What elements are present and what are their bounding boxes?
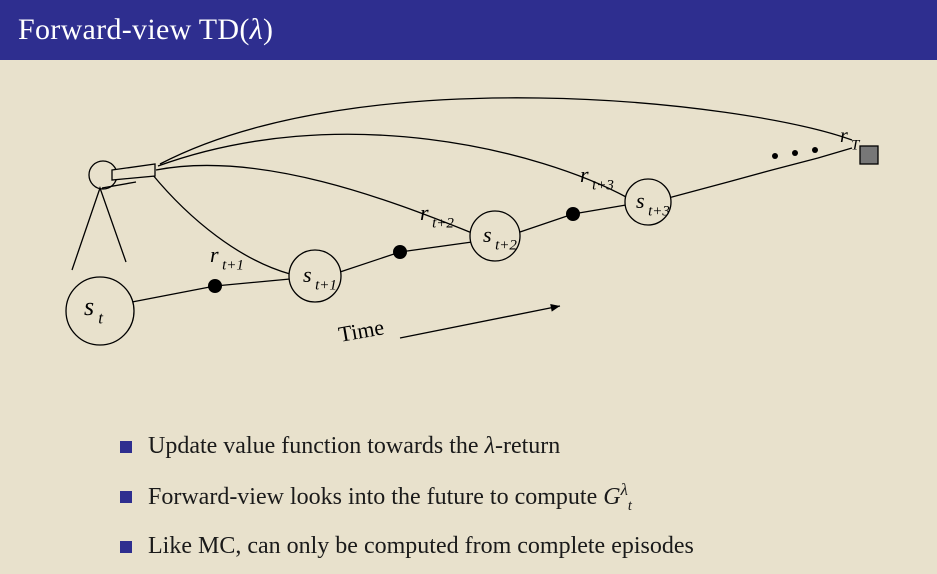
bullet-item: Update value function towards the λ-retu… (120, 424, 694, 470)
bullet-list: Update value function towards the λ-retu… (120, 420, 694, 574)
svg-text:s: s (303, 262, 312, 287)
slide-header: Forward-view TD( λ ) (0, 0, 937, 60)
svg-text:r: r (210, 242, 219, 267)
svg-text:t+1: t+1 (222, 258, 244, 274)
forward-view-diagram: strt+1st+1rt+2st+2rt+3st+3rTTime (40, 90, 900, 370)
svg-text:r: r (420, 200, 429, 225)
svg-text:t+2: t+2 (495, 238, 517, 254)
bullet-text: Update value function towards the λ-retu… (148, 424, 560, 470)
bullet-marker (120, 491, 132, 503)
bullet-item: Like MC, can only be computed from compl… (120, 524, 694, 570)
svg-text:t+2: t+2 (432, 216, 454, 232)
svg-text:s: s (84, 292, 94, 321)
title-pre: Forward-view TD( (18, 13, 250, 47)
bullet-marker (120, 441, 132, 453)
svg-text:s: s (483, 222, 492, 247)
slide-body: strt+1st+1rt+2st+2rt+3st+3rTTime Update … (0, 60, 937, 574)
svg-text:t+1: t+1 (315, 278, 337, 294)
bullet-marker (120, 541, 132, 553)
svg-text:t+3: t+3 (592, 178, 614, 194)
svg-text:s: s (636, 188, 645, 213)
svg-text:t+3: t+3 (648, 204, 670, 220)
svg-text:r: r (840, 125, 848, 147)
title-post: ) (263, 13, 273, 47)
svg-text:Time: Time (337, 314, 386, 347)
svg-text:r: r (580, 162, 589, 187)
title-lambda: λ (250, 13, 263, 47)
bullet-item: Forward-view looks into the future to co… (120, 474, 694, 521)
bullet-text: Forward-view looks into the future to co… (148, 474, 632, 521)
bullet-text: Like MC, can only be computed from compl… (148, 524, 694, 570)
